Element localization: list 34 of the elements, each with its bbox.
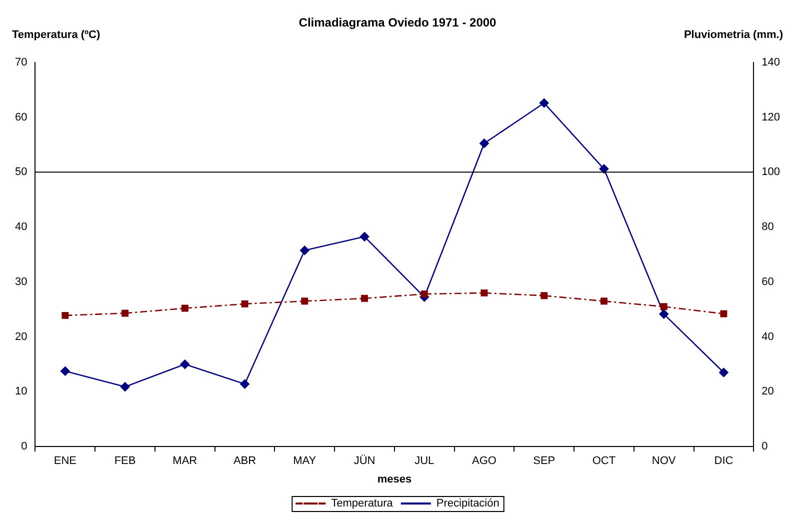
legend-label: Precipitación (436, 498, 500, 510)
y-tick-label: 10 (14, 386, 28, 398)
x-tick-label: DIC (714, 455, 734, 468)
x-tick-label: MAY (293, 455, 317, 468)
y2-tick-label: 120 (762, 111, 780, 124)
y2-tick-label: 140 (762, 56, 780, 68)
y-tick-label: 20 (14, 330, 28, 343)
x-tick-label: JUL (414, 455, 434, 468)
y-tick-label: 60 (14, 111, 28, 124)
y-tick-label: 40 (14, 221, 28, 234)
x-tick-label: AGO (472, 455, 497, 468)
x-tick-label: ENE (54, 455, 76, 468)
y-tick-label: 30 (14, 276, 28, 288)
y2-tick-label: 60 (762, 276, 774, 288)
y-tick-label: 50 (14, 166, 28, 178)
chart-title: Climadiagrama Oviedo 1971 - 2000 (298, 16, 497, 30)
y-tick-label: 0 (21, 440, 28, 453)
y-tick-label: 70 (14, 56, 28, 68)
y2-axis-title: Pluviometria (mm.) (684, 28, 784, 41)
legend-label: Temperatura (331, 498, 394, 510)
x-tick-label: ABR (233, 455, 256, 468)
x-axis-title: meses (377, 473, 412, 486)
y2-tick-label: 20 (762, 386, 774, 398)
y2-tick-label: 100 (762, 166, 780, 178)
x-tick-label: MAR (172, 455, 198, 468)
y2-tick-label: 80 (762, 221, 774, 234)
y-axis-title: Temperatura (ºC) (12, 28, 100, 41)
y2-tick-label: 40 (762, 330, 774, 343)
x-tick-label: NOV (652, 455, 676, 468)
y2-tick-label: 0 (762, 440, 768, 453)
x-tick-label: FEB (114, 455, 136, 468)
x-tick-label: JÜN (354, 454, 376, 468)
x-tick-label: SEP (533, 455, 556, 468)
x-tick-label: OCT (592, 455, 616, 468)
